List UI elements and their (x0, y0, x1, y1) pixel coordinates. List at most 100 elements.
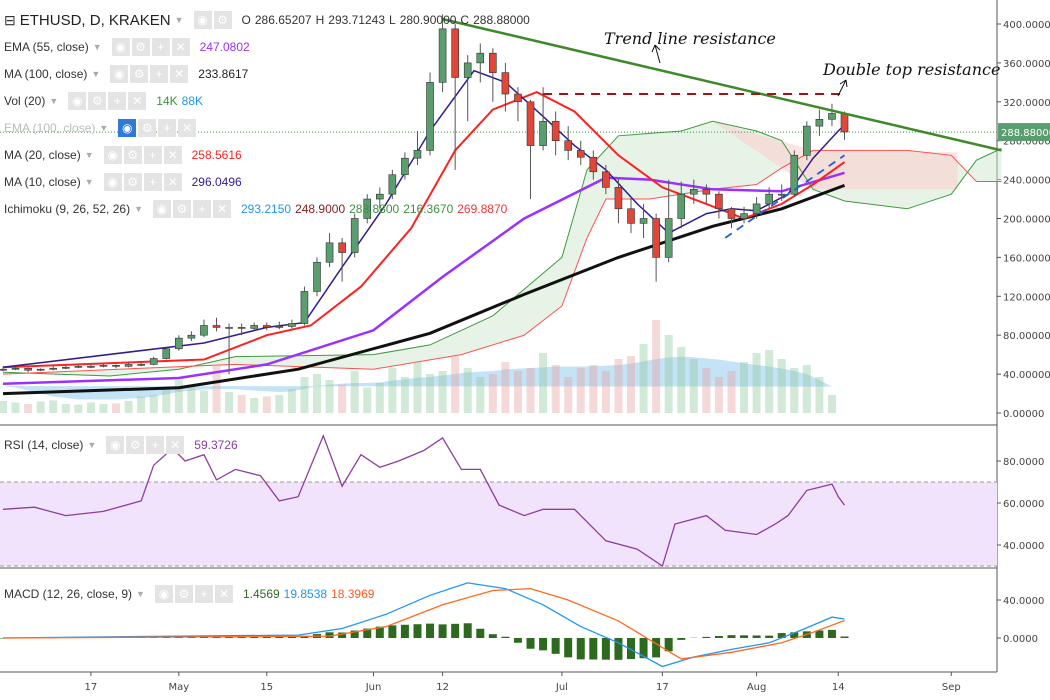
volume-bar (24, 404, 33, 413)
candle (451, 28, 459, 78)
indicator-label[interactable]: EMA (100, close) (4, 121, 96, 135)
volume-bar (438, 371, 447, 413)
ma10-line (2, 69, 846, 369)
indicator-label[interactable]: EMA (55, close) (4, 40, 89, 54)
candle (325, 242, 334, 263)
chevron-down-icon[interactable]: ▼ (134, 204, 143, 214)
volume-bar (526, 368, 535, 413)
add-icon[interactable]: + (158, 119, 177, 137)
chevron-down-icon[interactable]: ▼ (84, 150, 94, 160)
add-icon[interactable]: + (108, 92, 127, 110)
chevron-down-icon[interactable]: ▼ (174, 15, 184, 25)
add-icon[interactable]: + (143, 146, 162, 164)
indicator-label[interactable]: Vol (20) (4, 94, 46, 108)
candle (36, 368, 45, 371)
gear-icon[interactable]: ⚙ (173, 200, 191, 218)
chevron-down-icon[interactable]: ▼ (136, 589, 145, 599)
chevron-down-icon[interactable]: ▼ (91, 69, 101, 79)
gear-icon[interactable]: ⚙ (138, 119, 157, 137)
symbol-title[interactable]: ETHUSD, D, KRAKEN (19, 11, 171, 29)
gear-icon[interactable]: ⚙ (131, 38, 150, 56)
collapse-icon[interactable]: ⊟ (4, 11, 16, 28)
add-icon[interactable]: + (143, 173, 162, 191)
close-icon[interactable]: ✕ (178, 119, 197, 137)
volume-bar (576, 368, 585, 413)
candle (200, 325, 208, 336)
add-icon[interactable]: + (151, 38, 170, 56)
visibility-icon[interactable]: ◉ (111, 38, 130, 56)
volume-bar (388, 368, 397, 413)
macd-histogram-bar (815, 630, 824, 638)
close-icon[interactable]: ✕ (213, 200, 231, 218)
date-tick-label: Aug (747, 682, 767, 693)
candle (426, 82, 434, 151)
volume-bar (589, 365, 598, 413)
volume-bar (137, 396, 146, 413)
indicator-label[interactable]: Ichimoku (9, 26, 52, 26) (4, 202, 131, 216)
add-icon[interactable]: + (150, 65, 169, 83)
volume-bar (237, 395, 246, 413)
chevron-down-icon[interactable]: ▼ (49, 96, 59, 106)
rsi-tick-label: 40.0000 (1003, 541, 1044, 552)
ma100-line (2, 183, 846, 396)
visibility-icon[interactable]: ◉ (106, 436, 125, 454)
volume-bar (752, 353, 761, 413)
gear-icon[interactable]: ⚙ (126, 436, 145, 454)
volume-bar (714, 377, 723, 413)
volume-bar (765, 350, 774, 413)
add-icon[interactable]: + (146, 436, 165, 454)
visibility-icon[interactable]: ◉ (153, 200, 171, 218)
close-icon[interactable]: ✕ (214, 585, 233, 603)
ichimoku-span-a (2, 120, 1002, 377)
macd-histogram-bar (325, 632, 334, 638)
volume-bar (199, 390, 208, 413)
add-icon[interactable]: + (194, 585, 213, 603)
add-icon[interactable]: + (193, 200, 211, 218)
volume-bar (363, 387, 372, 413)
close-icon[interactable]: ✕ (170, 65, 189, 83)
price-tick-label: 160.00000 (1003, 253, 1050, 264)
close-icon[interactable]: ✕ (166, 436, 185, 454)
indicator-label[interactable]: MA (20, close) (4, 148, 81, 162)
visibility-icon[interactable]: ◉ (103, 146, 122, 164)
indicator-label[interactable]: MA (100, close) (4, 67, 88, 81)
indicator-value: 296.0496 (191, 175, 242, 189)
close-icon[interactable]: ✕ (128, 92, 147, 110)
visibility-icon[interactable]: ◉ (68, 92, 87, 110)
ema55-line (2, 171, 845, 386)
chevron-down-icon[interactable]: ▼ (99, 123, 109, 133)
volume-bar (426, 374, 435, 413)
visibility-icon[interactable]: ◉ (154, 585, 173, 603)
visibility-icon[interactable]: ◉ (118, 119, 137, 137)
gear-icon[interactable]: ⚙ (88, 92, 107, 110)
indicator-legend: MA (10, close) ▼ ◉ ⚙ + ✕ 296.0496 (4, 173, 242, 191)
candle (112, 365, 120, 367)
gear-icon[interactable]: ⚙ (123, 173, 142, 191)
macd-tick-label: 0.0000 (1003, 634, 1038, 645)
rsi-band (0, 482, 997, 566)
macd-histogram-bar (463, 623, 472, 638)
indicator-label[interactable]: MACD (12, 26, close, 9) (4, 587, 133, 601)
close-icon[interactable]: ✕ (163, 173, 182, 191)
visibility-icon[interactable]: ◉ (103, 173, 122, 191)
gear-icon[interactable]: ⚙ (130, 65, 149, 83)
chevron-down-icon[interactable]: ▼ (84, 177, 94, 187)
price-tick-label: 280.00000 (1003, 137, 1050, 148)
macd-histogram-bar (765, 635, 774, 638)
candle (137, 364, 145, 366)
close-icon[interactable]: ✕ (171, 38, 190, 56)
macd-histogram-bar (237, 636, 246, 638)
indicator-label[interactable]: RSI (14, close) (4, 438, 84, 452)
visibility-icon[interactable]: ◉ (110, 65, 129, 83)
visibility-icon[interactable]: ◉ (193, 11, 212, 29)
gear-icon[interactable]: ⚙ (174, 585, 193, 603)
gear-icon[interactable]: ⚙ (123, 146, 142, 164)
close-icon[interactable]: ✕ (163, 146, 182, 164)
indicator-label[interactable]: MA (10, close) (4, 175, 81, 189)
volume-bar (36, 401, 45, 413)
chevron-down-icon[interactable]: ▼ (92, 42, 102, 52)
chevron-down-icon[interactable]: ▼ (87, 440, 97, 450)
gear-icon[interactable]: ⚙ (213, 11, 232, 29)
annotation-double-top: Double top resistance (822, 60, 1000, 79)
